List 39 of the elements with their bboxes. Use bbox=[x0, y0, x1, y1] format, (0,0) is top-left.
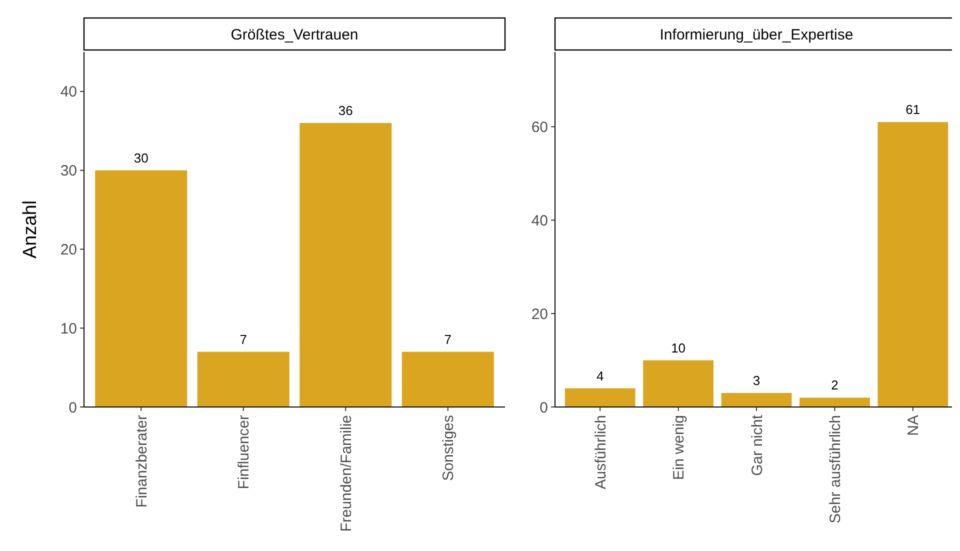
data-label: 30 bbox=[134, 150, 148, 166]
y-tick-label: 0 bbox=[68, 399, 77, 416]
bar bbox=[300, 123, 392, 407]
x-tick-label: Finanzberater bbox=[133, 415, 150, 508]
x-tick-label: NA bbox=[905, 415, 922, 436]
data-label: 36 bbox=[338, 103, 353, 118]
bar bbox=[878, 122, 948, 407]
y-tick-label: 0 bbox=[540, 399, 548, 416]
bar bbox=[721, 392, 792, 407]
x-tick-label: Gar nicht bbox=[748, 414, 766, 476]
data-label: 4 bbox=[596, 368, 604, 384]
bar bbox=[402, 352, 494, 407]
bar bbox=[197, 352, 290, 407]
x-tick-label: Finfluencer bbox=[236, 414, 253, 490]
x-tick-label: Sehr ausführlich bbox=[826, 415, 844, 524]
bar bbox=[95, 170, 188, 407]
y-tick-label: 60 bbox=[531, 118, 548, 136]
data-label: 61 bbox=[906, 102, 920, 118]
x-tick-label: Ausführlich bbox=[592, 415, 610, 490]
bar bbox=[643, 360, 714, 407]
data-label: 2 bbox=[831, 378, 838, 393]
x-tick-label: Ein wenig bbox=[670, 415, 688, 480]
x-tick-label: Sonstiges bbox=[440, 415, 458, 481]
y-tick-label: 20 bbox=[60, 241, 77, 258]
bar bbox=[564, 388, 636, 407]
y-tick-label: 20 bbox=[531, 306, 548, 323]
y-tick-label: 40 bbox=[60, 84, 77, 101]
y-tick-label: 40 bbox=[531, 212, 548, 230]
x-tick-label: Freunden/Familie bbox=[338, 415, 355, 532]
y-tick-label: 10 bbox=[60, 320, 77, 338]
chart-title: Informierung_über_Expertise bbox=[660, 26, 854, 44]
y-axis-title: Anzahl bbox=[20, 200, 41, 259]
data-label: 3 bbox=[752, 372, 760, 388]
bar bbox=[800, 398, 870, 407]
y-tick-label: 30 bbox=[60, 162, 77, 180]
data-label: 10 bbox=[671, 340, 686, 356]
chart-title: Größtes_Vertrauen bbox=[230, 26, 358, 44]
data-label: 7 bbox=[444, 332, 452, 347]
data-label: 7 bbox=[240, 332, 247, 347]
